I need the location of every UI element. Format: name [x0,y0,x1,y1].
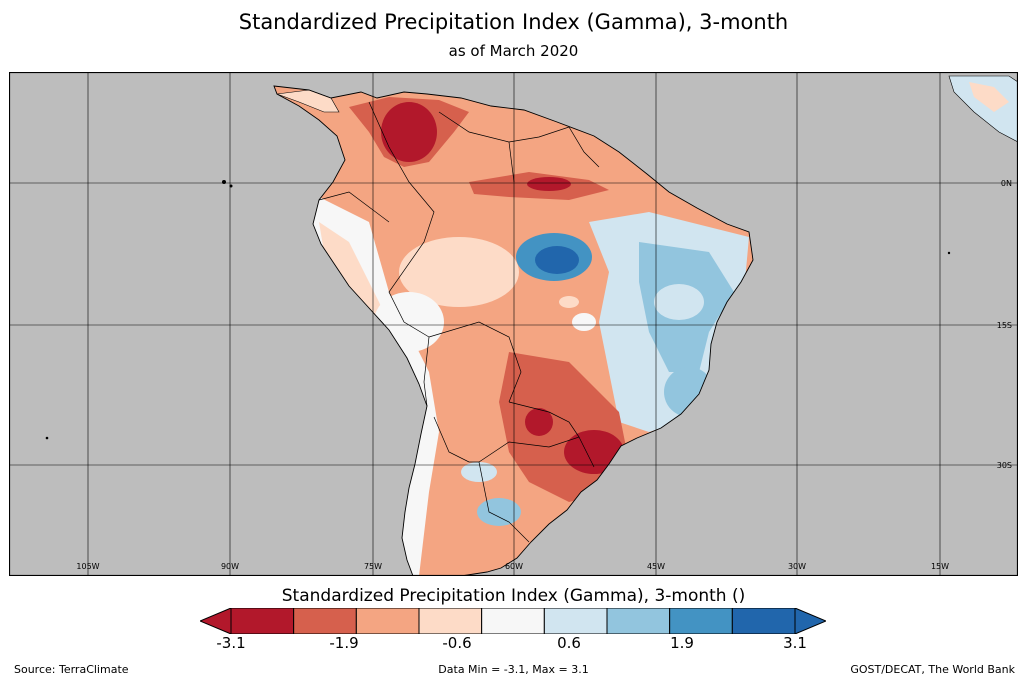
colorbar-low-arrow [200,608,232,634]
colorbar-tick-label: -3.1 [216,634,246,652]
lon-label: 90W [221,562,239,571]
colorbar-swatch [606,608,671,634]
colorbar-tick-label: -0.6 [442,634,472,652]
colorbar-title: Standardized Precipitation Index (Gamma)… [281,586,746,606]
coastline [273,85,754,576]
colorbar-swatch [669,608,733,634]
colorbar-tick-label: 3.1 [783,634,807,652]
colorbar-swatch [481,608,545,634]
galapagos-island [222,180,226,184]
west-africa-patch [969,82,1009,112]
map-subtitle: as of March 2020 [448,42,579,60]
colorbar-high-arrow [794,608,826,634]
lon-label: 30W [788,562,806,571]
map-title: Standardized Precipitation Index (Gamma)… [238,10,789,34]
colorbar-tick-label: -1.9 [329,634,359,652]
lat-label: 0N [1001,179,1012,188]
colorbar-swatch [293,608,357,634]
colorbar-swatch [418,608,483,634]
lat-label: 30S [997,461,1012,470]
colorbar [200,608,826,634]
colorbar-swatch [355,608,420,634]
lon-label: 75W [364,562,382,571]
lon-label: 45W [647,562,665,571]
credit-label: GOST/DECAT, The World Bank [850,663,1015,676]
colorbar-swatch [543,608,608,634]
lat-label: 15S [997,321,1012,330]
data-range-label: Data Min = -3.1, Max = 3.1 [438,663,589,676]
atlantic-island [947,251,951,255]
west-africa-land [948,75,1018,143]
country-borders [318,101,600,543]
colorbar-tick-label: 1.9 [670,634,694,652]
source-label: Source: TerraClimate [14,663,129,676]
spi-map: 105W 90W 75W 60W 45W 30W 15W 0N 15S 30S [9,72,1018,576]
pacific-island [45,436,49,440]
lon-label: 15W [931,562,949,571]
lon-label: 105W [76,562,99,571]
graticule [9,72,1018,576]
lon-label: 60W [505,562,523,571]
colorbar-swatch [230,608,295,634]
colorbar-tick-label: 0.6 [557,634,581,652]
colorbar-swatch [731,608,796,634]
map-frame [9,72,1018,576]
